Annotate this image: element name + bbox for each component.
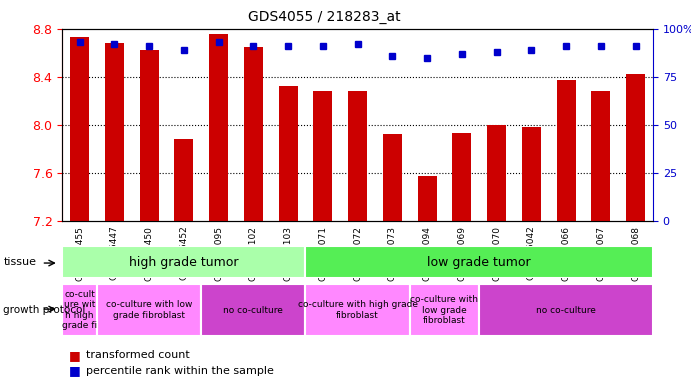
Bar bbox=[453, 133, 471, 221]
Text: co-culture with high grade
fibroblast: co-culture with high grade fibroblast bbox=[298, 300, 417, 320]
Bar bbox=[348, 91, 367, 221]
Bar bbox=[383, 134, 402, 221]
Bar bbox=[244, 47, 263, 221]
Bar bbox=[140, 50, 159, 221]
Text: co-culture with low
grade fibroblast: co-culture with low grade fibroblast bbox=[106, 300, 192, 320]
Text: co-cult
ure wit
h high
grade fi: co-cult ure wit h high grade fi bbox=[62, 290, 97, 330]
Bar bbox=[97, 284, 201, 336]
Bar bbox=[487, 125, 507, 221]
Bar bbox=[70, 37, 89, 221]
Bar bbox=[278, 86, 298, 221]
Bar bbox=[305, 246, 653, 278]
Bar bbox=[313, 91, 332, 221]
Bar bbox=[626, 74, 645, 221]
Bar bbox=[522, 127, 541, 221]
Text: no co-culture: no co-culture bbox=[223, 306, 283, 314]
Bar bbox=[305, 284, 410, 336]
Text: transformed count: transformed count bbox=[86, 350, 190, 360]
Bar bbox=[62, 246, 305, 278]
Text: ■: ■ bbox=[69, 364, 81, 377]
Bar bbox=[480, 284, 653, 336]
Text: percentile rank within the sample: percentile rank within the sample bbox=[86, 366, 274, 376]
Bar bbox=[556, 80, 576, 221]
Bar bbox=[105, 43, 124, 221]
Text: co-culture with
low grade
fibroblast: co-culture with low grade fibroblast bbox=[410, 295, 478, 325]
Text: growth protocol: growth protocol bbox=[3, 305, 86, 315]
Text: low grade tumor: low grade tumor bbox=[428, 256, 531, 268]
Bar bbox=[62, 284, 97, 336]
Text: GDS4055 / 218283_at: GDS4055 / 218283_at bbox=[249, 10, 401, 23]
Bar bbox=[591, 91, 610, 221]
Text: no co-culture: no co-culture bbox=[536, 306, 596, 314]
Bar bbox=[209, 34, 228, 221]
Bar bbox=[174, 139, 193, 221]
Text: ■: ■ bbox=[69, 349, 81, 362]
Bar bbox=[417, 176, 437, 221]
Bar bbox=[201, 284, 305, 336]
Bar bbox=[410, 284, 480, 336]
Text: high grade tumor: high grade tumor bbox=[129, 256, 238, 268]
Text: tissue: tissue bbox=[3, 257, 37, 267]
